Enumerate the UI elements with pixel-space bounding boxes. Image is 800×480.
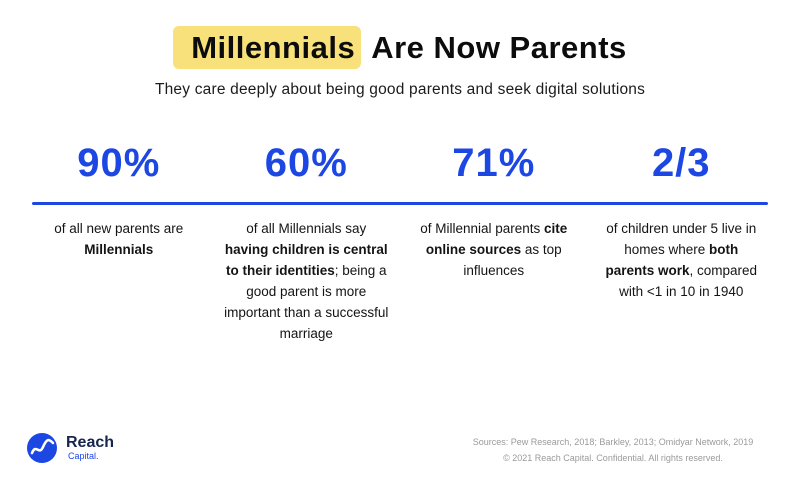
sources-line: Sources: Pew Research, 2018; Barkley, 20… [472,436,754,447]
stats-row: 90% 60% 71% 2/3 of all new parents are Mille… [32,141,768,345]
logo-text: Reach Capital. [66,434,114,462]
stat-description: of children under 5 live in homes where … [605,221,758,299]
title-rest: Are Now Parents [371,30,627,65]
slide: Millennials Are Now Parents They care dee… [0,26,800,480]
stat-description: of Millennial parents cite online source… [420,221,568,278]
title-highlighted-word: Millennials [173,26,362,69]
stat-description: of all Millennials say having children i… [224,221,389,341]
stat-description: of all new parents are Millennials [54,221,184,257]
stat-value: 2/3 [651,141,711,185]
stat-value: 71% [452,141,536,185]
stat-value: 60% [264,141,348,185]
stat-value: 90% [77,141,161,185]
reach-capital-logo: Reach Capital. [26,432,114,464]
logo-subtitle: Capital. [68,451,99,462]
logo-name: Reach [66,433,115,451]
copyright-line: © 2021 Reach Capital. Confidential. All … [503,452,723,463]
subtitle: They care deeply about being good parent… [154,81,646,98]
stats-divider-line [32,202,768,205]
logo-wave-icon [26,432,58,464]
page-title: Millennials Are Now Parents [0,26,800,69]
